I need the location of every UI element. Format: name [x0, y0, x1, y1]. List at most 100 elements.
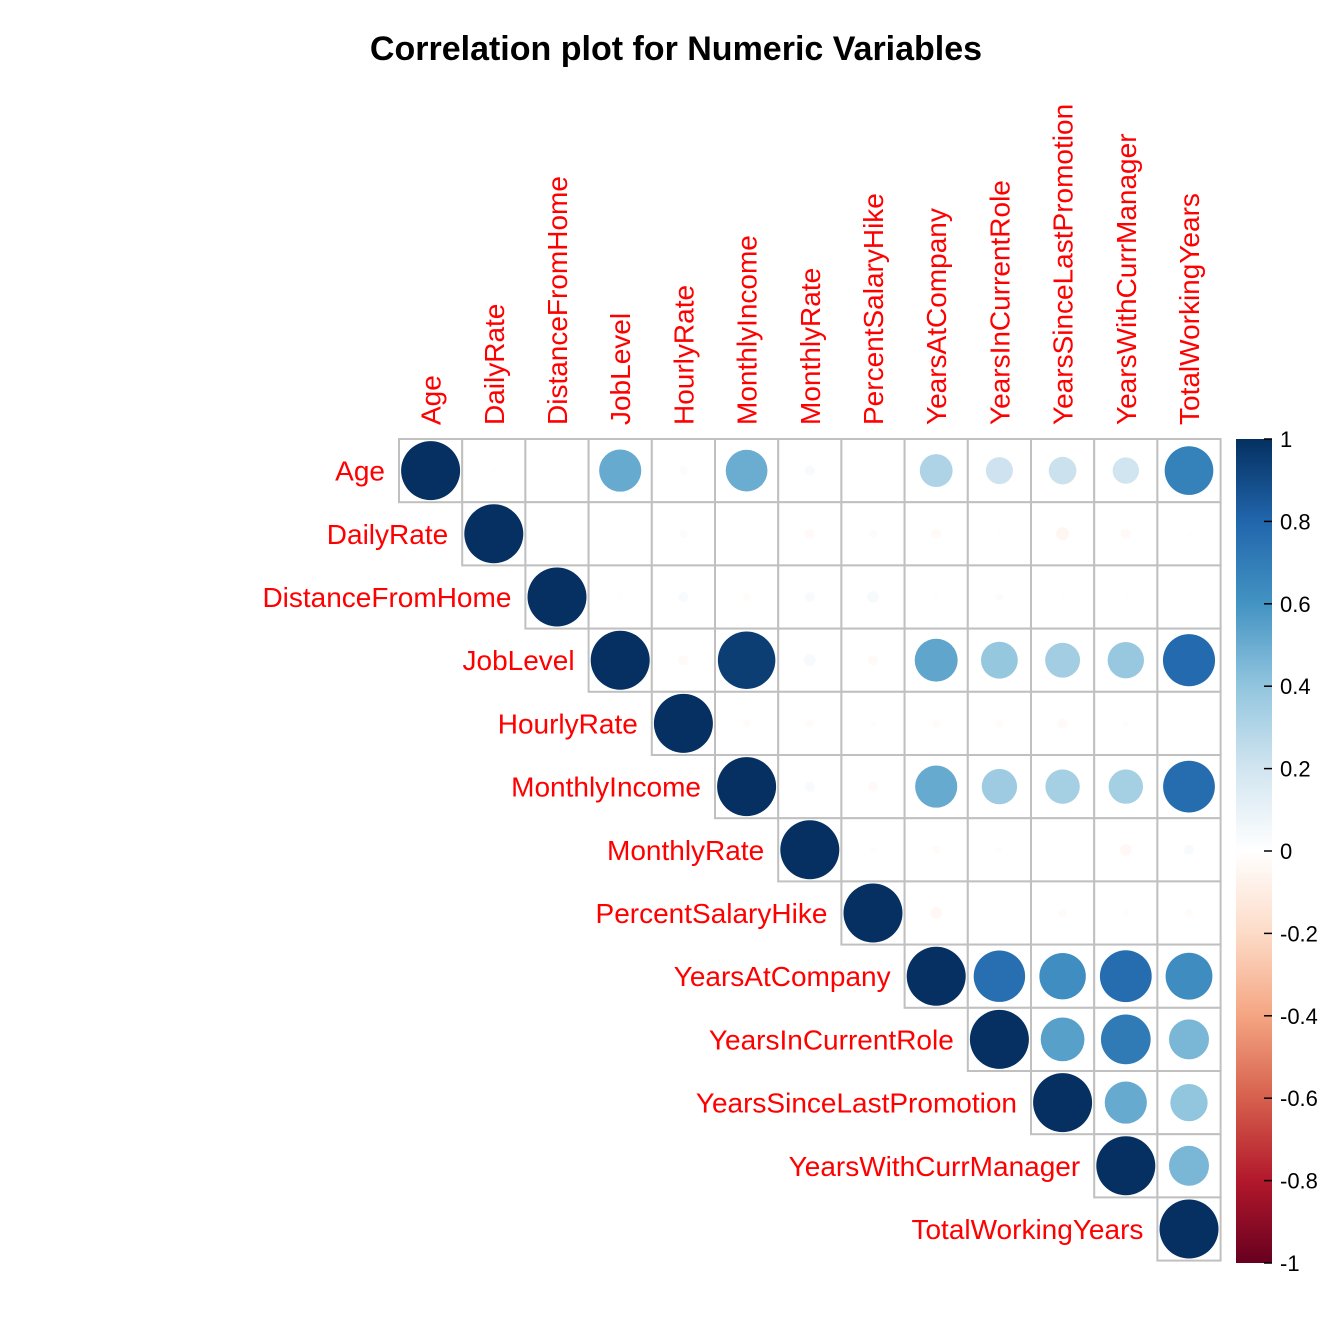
- corr-circle-daily-rate-monthly-rate: [804, 528, 815, 539]
- corr-circle-total-working-years-total-working-years: [1159, 1199, 1219, 1259]
- corr-circle-hourly-rate-percent-salary-hike: [870, 720, 876, 727]
- corr-circle-age-daily-rate: [490, 467, 497, 474]
- corr-circle-job-level-monthly-rate: [803, 654, 816, 667]
- corr-circle-job-level-monthly-income: [717, 631, 776, 689]
- corr-circle-distance-from-home-years-in-current-role: [995, 592, 1004, 602]
- col-label-monthly-income: MonthlyIncome: [732, 235, 763, 425]
- corr-circle-monthly-income-total-working-years: [1163, 760, 1215, 813]
- row-label-monthly-rate: MonthlyRate: [607, 835, 764, 866]
- corr-circle-years-at-company-years-with-curr-manager: [1099, 950, 1152, 1003]
- grid-cell: [587, 501, 653, 567]
- colorbar-tick-label: -0.2: [1280, 921, 1318, 946]
- grid-cell: [1156, 1133, 1222, 1199]
- corr-circle-percent-salary-hike-percent-salary-hike: [843, 883, 903, 943]
- col-label-job-level: JobLevel: [605, 313, 636, 425]
- col-label-daily-rate: DailyRate: [479, 304, 510, 425]
- col-label-monthly-rate: MonthlyRate: [795, 268, 826, 425]
- colorbar-tick-label: 1: [1280, 427, 1292, 452]
- corr-circle-job-level-years-with-curr-manager: [1107, 642, 1144, 679]
- corr-circle-age-hourly-rate: [679, 466, 688, 475]
- corr-circle-years-since-last-promotion-years-with-curr-manager: [1104, 1081, 1147, 1124]
- corr-circle-job-level-job-level: [590, 630, 650, 690]
- corr-circle-years-at-company-total-working-years: [1165, 952, 1213, 1000]
- row-label-years-with-curr-manager: YearsWithCurrManager: [789, 1151, 1081, 1182]
- corr-circle-distance-from-home-hourly-rate: [678, 591, 689, 603]
- grid-cell: [1030, 817, 1096, 883]
- corr-circle-years-since-last-promotion-years-since-last-promotion: [1033, 1073, 1093, 1133]
- corr-circle-hourly-rate-years-at-company: [932, 719, 941, 728]
- corr-circle-age-years-since-last-promotion: [1048, 456, 1077, 485]
- row-label-years-since-last-promotion: YearsSinceLastPromotion: [696, 1088, 1017, 1119]
- corr-circle-daily-rate-daily-rate: [464, 504, 524, 564]
- correlation-circles: [401, 441, 1219, 1259]
- corr-circle-monthly-rate-years-with-curr-manager: [1119, 843, 1132, 856]
- corr-circle-years-in-current-role-years-in-current-role: [969, 1009, 1029, 1069]
- corr-circle-distance-from-home-years-at-company: [933, 594, 940, 600]
- corr-circle-percent-salary-hike-years-since-last-promotion: [1058, 908, 1067, 918]
- corr-circle-monthly-rate-monthly-rate: [780, 820, 840, 880]
- corr-circle-job-level-years-since-last-promotion: [1045, 642, 1081, 678]
- corr-circle-age-age: [401, 441, 461, 501]
- corr-circle-years-in-current-role-years-with-curr-manager: [1100, 1014, 1151, 1065]
- corr-circle-distance-from-home-years-since-last-promotion: [1059, 594, 1066, 600]
- corr-circle-monthly-rate-percent-salary-hike: [870, 846, 876, 853]
- corr-circle-monthly-income-years-since-last-promotion: [1045, 769, 1080, 804]
- corr-circle-years-since-last-promotion-total-working-years: [1170, 1083, 1208, 1122]
- grid-cell: [524, 501, 590, 567]
- corr-circle-age-total-working-years: [1164, 446, 1214, 495]
- grid-cell: [1156, 564, 1222, 630]
- corr-circle-distance-from-home-monthly-rate: [804, 591, 815, 603]
- col-label-total-working-years: TotalWorkingYears: [1174, 193, 1205, 425]
- corr-circle-age-monthly-rate: [804, 465, 815, 476]
- corr-circle-job-level-years-in-current-role: [980, 641, 1018, 679]
- grid-cell: [840, 438, 906, 504]
- corr-circle-years-in-current-role-total-working-years: [1168, 1019, 1210, 1060]
- corr-circle-daily-rate-years-in-current-role: [996, 530, 1003, 537]
- column-labels: Age DailyRate DistanceFromHome JobLevel Hour…: [416, 104, 1205, 425]
- corr-circle-monthly-rate-years-in-current-role: [996, 846, 1003, 853]
- row-labels: Age DailyRate DistanceFromHome JobLevel Hour…: [262, 456, 1143, 1245]
- corr-circle-monthly-income-monthly-income: [717, 757, 777, 817]
- corr-circle-age-years-with-curr-manager: [1112, 457, 1139, 484]
- corr-circle-daily-rate-hourly-rate: [679, 529, 688, 538]
- corr-circle-monthly-rate-total-working-years: [1183, 844, 1195, 855]
- corr-circle-age-years-at-company: [919, 454, 953, 488]
- corr-circle-hourly-rate-years-since-last-promotion: [1057, 718, 1068, 729]
- colorbar-tick-label: -0.8: [1280, 1169, 1318, 1194]
- colorbar: 1 0.8 0.6 0.4 0.2 0 -0.2 -0.4 -0.6 -0.8 -1: [1236, 427, 1318, 1276]
- row-label-total-working-years: TotalWorkingYears: [911, 1214, 1143, 1245]
- corr-circle-years-at-company-years-at-company: [906, 946, 966, 1006]
- corr-circle-years-at-company-years-since-last-promotion: [1039, 952, 1086, 1000]
- corr-circle-distance-from-home-distance-from-home: [527, 567, 587, 627]
- grid-cell: [714, 501, 780, 567]
- corr-circle-age-monthly-income: [725, 449, 768, 492]
- colorbar-tick-label: 0.4: [1280, 674, 1311, 699]
- corr-circle-monthly-income-years-in-current-role: [981, 768, 1018, 805]
- colorbar-tick-label: 0.8: [1280, 509, 1311, 534]
- row-label-hourly-rate: HourlyRate: [498, 708, 638, 739]
- corr-circle-age-job-level: [599, 449, 642, 492]
- corr-circle-percent-salary-hike-total-working-years: [1184, 908, 1194, 918]
- col-label-years-since-last-promotion: YearsSinceLastPromotion: [1048, 104, 1079, 425]
- grid-cell: [524, 438, 590, 504]
- row-label-job-level: JobLevel: [463, 645, 575, 676]
- col-label-years-at-company: YearsAtCompany: [921, 208, 952, 425]
- corr-circle-percent-salary-hike-years-at-company: [930, 907, 943, 919]
- col-label-percent-salary-hike: PercentSalaryHike: [858, 193, 889, 425]
- row-label-distance-from-home: DistanceFromHome: [262, 582, 511, 613]
- corr-circle-job-level-percent-salary-hike: [867, 655, 879, 666]
- corr-circle-daily-rate-total-working-years: [1186, 530, 1192, 537]
- corr-circle-monthly-income-percent-salary-hike: [867, 781, 879, 792]
- corr-circle-monthly-rate-years-at-company: [932, 845, 941, 854]
- col-label-age: Age: [416, 375, 447, 425]
- corr-circle-percent-salary-hike-years-with-curr-manager: [1122, 910, 1129, 916]
- row-label-monthly-income: MonthlyIncome: [511, 772, 701, 803]
- row-label-daily-rate: DailyRate: [327, 519, 448, 550]
- corr-circle-daily-rate-years-at-company: [931, 528, 942, 539]
- col-label-years-with-curr-manager: YearsWithCurrManager: [1111, 133, 1142, 425]
- corr-circle-hourly-rate-years-with-curr-manager: [1122, 720, 1129, 727]
- corr-circle-years-in-current-role-years-since-last-promotion: [1040, 1017, 1085, 1062]
- row-label-percent-salary-hike: PercentSalaryHike: [596, 898, 828, 929]
- grid-cell: [966, 880, 1032, 946]
